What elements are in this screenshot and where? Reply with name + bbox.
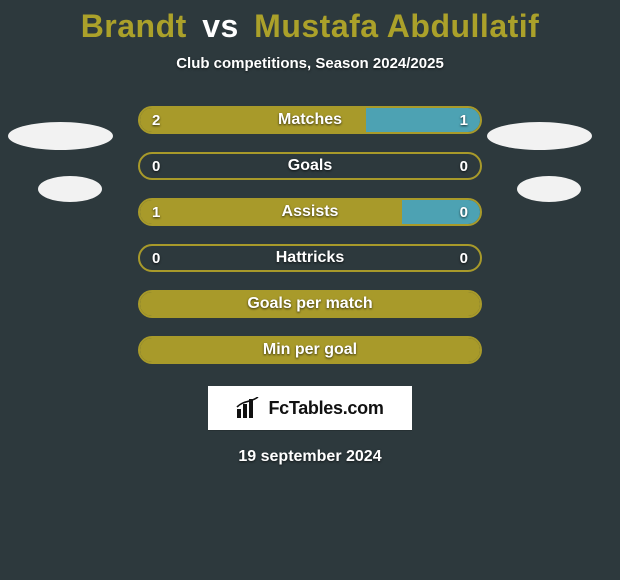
bar-track: 10Assists [138,198,482,226]
value-left: 0 [140,246,172,270]
bar-track: Goals per match [138,290,482,318]
stat-row: 10Assists [0,198,620,226]
bar-fill-left [140,292,480,316]
value-right: 0 [448,246,480,270]
value-right [456,292,480,316]
bar-fill-left [140,108,366,132]
vs-text: vs [202,8,239,44]
stat-row: 0 0Goals [0,152,620,180]
player2-name: Mustafa Abdullatif [254,8,539,44]
value-left [140,338,164,362]
value-left [140,292,164,316]
logo-text: FcTables.com [268,398,383,419]
page-title: Brandt vs Mustafa Abdullatif [0,8,620,45]
value-left: 0 [140,154,172,178]
player-oval [487,122,592,150]
bars-icon [236,397,262,419]
bar-track: 21Matches [138,106,482,134]
bar-fill-left [140,200,402,224]
bar-track: 0 0Goals [138,152,482,180]
value-right: 0 [448,154,480,178]
source-logo: FcTables.com [208,386,412,430]
player-oval [8,122,113,150]
value-right [456,338,480,362]
comparison-card: Brandt vs Mustafa Abdullatif Club compet… [0,0,620,580]
bar-track: Min per goal [138,336,482,364]
date-text: 19 september 2024 [0,448,620,466]
value-right: 0 [448,200,480,224]
player-oval [38,176,102,202]
value-left: 2 [140,108,172,132]
player-oval [517,176,581,202]
bar-fill-left [140,338,480,362]
bar-track: 0 0Hattricks [138,244,482,272]
subtitle: Club competitions, Season 2024/2025 [0,55,620,72]
value-left: 1 [140,200,172,224]
stat-row: 0 0Hattricks [0,244,620,272]
stat-label: Goals [140,154,480,178]
value-right: 1 [448,108,480,132]
stat-row: Goals per match [0,290,620,318]
player1-name: Brandt [81,8,187,44]
stat-row: Min per goal [0,336,620,364]
stat-label: Hattricks [140,246,480,270]
